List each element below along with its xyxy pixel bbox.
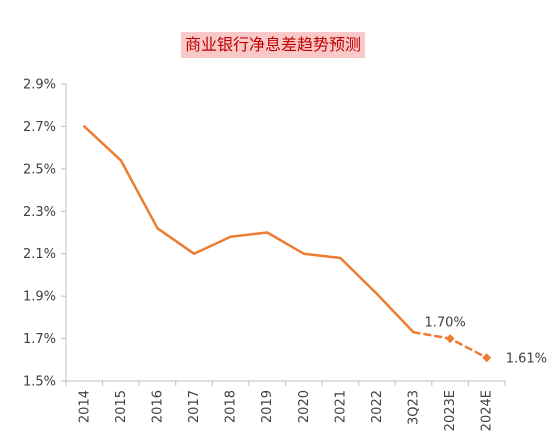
diamond-marker	[445, 334, 455, 344]
y-tick-label: 2.5%	[23, 162, 56, 177]
x-tick-label: 2023E	[443, 390, 458, 431]
y-tick-label: 1.7%	[23, 332, 56, 347]
x-tick-label: 2022	[370, 390, 385, 423]
chart-title: 商业银行净息差趋势预测	[181, 32, 365, 58]
data-labels: 1.70% 1.61%	[424, 316, 547, 367]
x-tick-label: 3Q23	[407, 390, 422, 425]
y-tick-label: 2.9%	[23, 78, 56, 93]
y-tick-label: 2.1%	[23, 247, 56, 262]
y-tick-label: 2.3%	[23, 205, 56, 220]
y-tick-label: 2.7%	[23, 120, 56, 135]
x-tick-label: 2020	[297, 390, 312, 423]
x-tick-label: 2024E	[480, 390, 495, 431]
x-tick-label: 2016	[150, 390, 165, 423]
series-markers	[445, 334, 492, 363]
diamond-marker	[482, 353, 492, 363]
x-axis: 2014 2015 2016 2017 2018 2019 2020 2021 2022 3Q23…	[65, 380, 506, 431]
x-tick-label: 2018	[224, 390, 239, 423]
x-tick-label: 2015	[114, 390, 129, 423]
y-axis: 1.5% 1.7% 1.9% 2.1% 2.3% 2.5% 2.7% 2.9%	[23, 78, 67, 390]
x-tick-label: 2014	[77, 390, 92, 423]
y-tick-label: 1.5%	[23, 375, 56, 390]
x-tick-label: 2019	[260, 390, 275, 423]
y-tick-label: 1.9%	[23, 290, 56, 305]
x-tick-label: 2021	[333, 390, 348, 423]
data-label: 1.70%	[424, 316, 465, 331]
x-tick-label: 2017	[187, 390, 202, 423]
data-label: 1.61%	[506, 352, 547, 367]
series-line-0	[83, 125, 415, 334]
